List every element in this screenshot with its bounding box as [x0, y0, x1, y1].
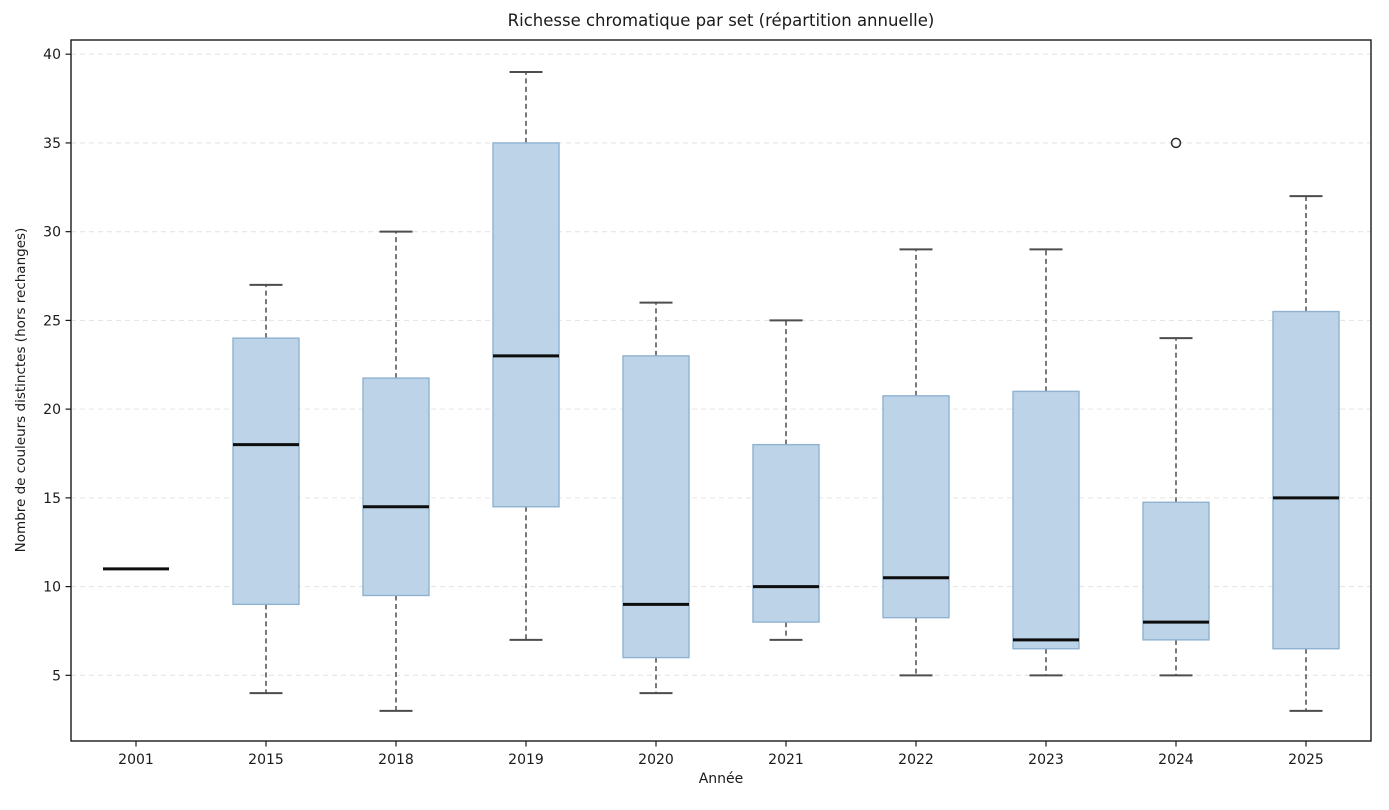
- iqr-box: [1272, 310, 1340, 650]
- iqr-box: [1012, 390, 1080, 650]
- box-group-2024: [1142, 137, 1210, 677]
- y-tick-label: 30: [43, 225, 61, 241]
- box-group-2018: [362, 230, 430, 712]
- x-tick-label: 2018: [378, 752, 414, 768]
- x-tick-label: 2023: [1028, 752, 1064, 768]
- x-tick-label: 2019: [508, 752, 544, 768]
- box-group-2019: [492, 70, 560, 641]
- chart-title: Richesse chromatique par set (répartitio…: [507, 11, 935, 30]
- iqr-box: [492, 142, 560, 508]
- x-tick-label: 2024: [1158, 752, 1194, 768]
- box-group-2022: [882, 248, 950, 677]
- y-tick-label: 25: [43, 313, 61, 329]
- x-tick-label: 2020: [638, 752, 674, 768]
- x-tick-label: 2015: [248, 752, 284, 768]
- x-tick-label: 2022: [898, 752, 934, 768]
- x-tick-label: 2021: [768, 752, 804, 768]
- x-tick-label: 2025: [1288, 752, 1324, 768]
- iqr-box: [752, 443, 820, 623]
- y-tick-label: 40: [43, 47, 61, 63]
- box-group-2023: [1012, 248, 1080, 677]
- plot-border: [70, 39, 1372, 742]
- x-tick-label: 2001: [118, 752, 154, 768]
- box-group-2020: [622, 301, 690, 695]
- iqr-box: [1142, 501, 1210, 641]
- box-group-2021: [752, 319, 820, 641]
- box-group-2025: [1272, 195, 1340, 712]
- y-tick-label: 5: [52, 668, 61, 684]
- y-tick-label: 15: [43, 491, 61, 507]
- y-tick-label: 35: [43, 136, 61, 152]
- y-tick-label: 20: [43, 402, 61, 418]
- x-axis-label: Année: [698, 771, 744, 787]
- y-tick-label: 10: [43, 580, 61, 596]
- box-group-2015: [232, 283, 300, 695]
- iqr-box: [622, 355, 690, 659]
- iqr-box: [232, 337, 300, 606]
- iqr-box: [882, 395, 950, 619]
- outlier-marker: [1170, 137, 1182, 149]
- iqr-box: [362, 377, 430, 597]
